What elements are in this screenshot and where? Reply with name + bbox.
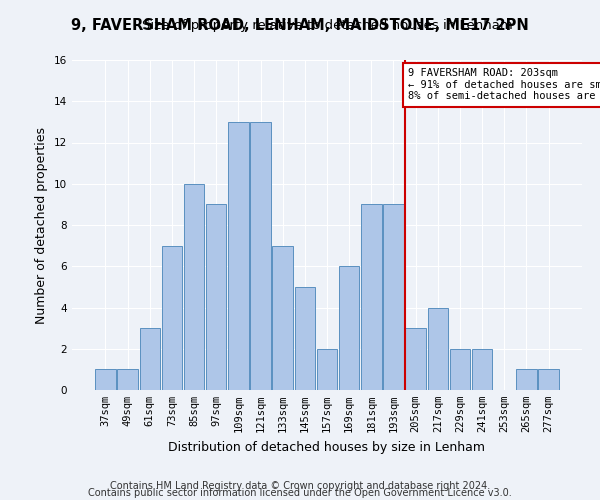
Text: Contains HM Land Registry data © Crown copyright and database right 2024.: Contains HM Land Registry data © Crown c… xyxy=(110,481,490,491)
Bar xyxy=(317,349,337,390)
Bar xyxy=(383,204,404,390)
Bar xyxy=(538,370,559,390)
Bar xyxy=(295,287,315,390)
Y-axis label: Number of detached properties: Number of detached properties xyxy=(35,126,49,324)
Bar xyxy=(161,246,182,390)
Bar xyxy=(228,122,248,390)
Title: Size of property relative to detached houses in Lenham: Size of property relative to detached ho… xyxy=(142,20,512,32)
Text: 9, FAVERSHAM ROAD, LENHAM, MAIDSTONE, ME17 2PN: 9, FAVERSHAM ROAD, LENHAM, MAIDSTONE, ME… xyxy=(71,18,529,32)
Bar xyxy=(206,204,226,390)
Bar xyxy=(118,370,138,390)
Bar xyxy=(472,349,493,390)
Bar xyxy=(450,349,470,390)
Bar xyxy=(516,370,536,390)
Bar xyxy=(361,204,382,390)
Text: 9 FAVERSHAM ROAD: 203sqm
← 91% of detached houses are smaller (86)
8% of semi-de: 9 FAVERSHAM ROAD: 203sqm ← 91% of detach… xyxy=(408,68,600,102)
Bar xyxy=(95,370,116,390)
Bar xyxy=(272,246,293,390)
Bar xyxy=(406,328,426,390)
Bar xyxy=(140,328,160,390)
Text: Contains public sector information licensed under the Open Government Licence v3: Contains public sector information licen… xyxy=(88,488,512,498)
X-axis label: Distribution of detached houses by size in Lenham: Distribution of detached houses by size … xyxy=(169,440,485,454)
Bar xyxy=(428,308,448,390)
Bar xyxy=(184,184,204,390)
Bar xyxy=(339,266,359,390)
Bar xyxy=(250,122,271,390)
